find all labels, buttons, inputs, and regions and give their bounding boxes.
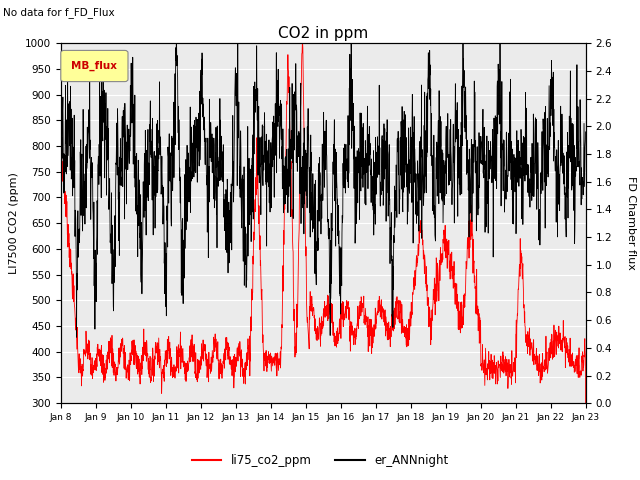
Y-axis label: LI7500 CO2 (ppm): LI7500 CO2 (ppm) — [10, 172, 19, 274]
Text: No data for f_FD_Flux: No data for f_FD_Flux — [3, 7, 115, 18]
Y-axis label: FD Chamber flux: FD Chamber flux — [626, 176, 636, 270]
Title: CO2 in ppm: CO2 in ppm — [278, 25, 369, 41]
Text: MB_flux: MB_flux — [71, 61, 117, 72]
Legend: li75_co2_ppm, er_ANNnight: li75_co2_ppm, er_ANNnight — [187, 449, 453, 472]
